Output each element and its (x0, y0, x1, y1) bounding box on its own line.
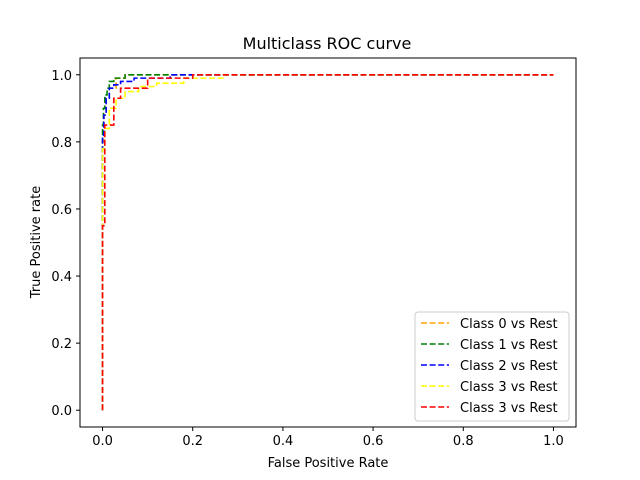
y-tick-label: 0.0 (51, 404, 72, 419)
x-tick-label: 0.0 (92, 434, 113, 449)
x-tick-label: 0.4 (273, 434, 294, 449)
legend-label-series-0: Class 0 vs Rest (460, 317, 558, 332)
legend-label-series-4: Class 3 vs Rest (460, 401, 558, 416)
legend: Class 0 vs Rest Class 1 vs Rest Class 2 vs… (414, 311, 570, 422)
x-tick-label: 0.8 (453, 434, 474, 449)
chart-title: Multiclass ROC curve (243, 34, 412, 53)
y-tick-label: 0.6 (51, 203, 72, 218)
x-tick-label: 0.2 (182, 434, 203, 449)
legend-label-series-3: Class 3 vs Rest (460, 380, 558, 395)
legend-label-series-1: Class 1 vs Rest (460, 338, 558, 353)
x-axis-label: False Positive Rate (268, 456, 389, 471)
series-layer (101, 73, 554, 411)
roc-line-series-4 (101, 73, 554, 411)
x-tick-label: 0.6 (363, 434, 384, 449)
x-tick-label: 1.0 (543, 434, 564, 449)
y-axis: 0.0 0.2 0.4 0.6 0.8 1.0 (51, 69, 80, 419)
y-tick-label: 1.0 (51, 69, 72, 84)
y-axis-label: True Positive rate (29, 186, 44, 299)
legend-label-series-2: Class 2 vs Rest (460, 359, 558, 374)
x-axis: 0.0 0.2 0.4 0.6 0.8 1.0 (92, 427, 564, 449)
y-tick-label: 0.8 (51, 136, 72, 151)
y-tick-label: 0.4 (51, 270, 72, 285)
plot-frame (79, 57, 577, 428)
legend-box (414, 311, 570, 422)
y-tick-label: 0.2 (51, 337, 72, 352)
roc-line-series-2 (101, 73, 554, 411)
